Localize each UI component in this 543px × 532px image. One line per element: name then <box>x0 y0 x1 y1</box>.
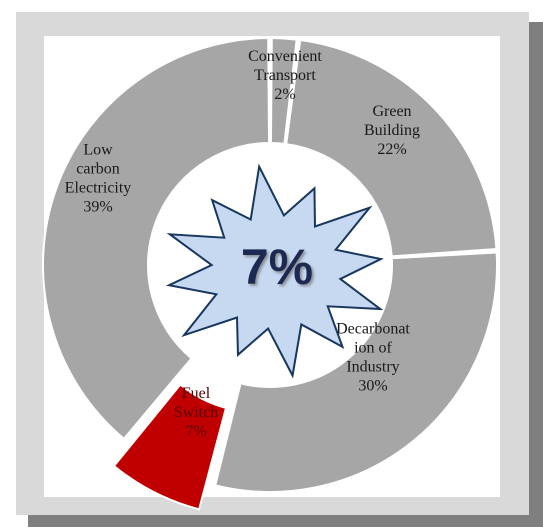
segment-label-line: Low <box>83 142 113 159</box>
segment-label-line: 30% <box>358 378 387 395</box>
donut-segment <box>269 36 298 145</box>
segment-label-line: Switch <box>174 404 218 421</box>
segment-label-line: ion of <box>354 340 392 357</box>
segment-label-line: Building <box>364 122 420 139</box>
segment-label-line: 22% <box>377 141 406 158</box>
segment-label-line: Fuel <box>182 385 211 402</box>
donut-segment <box>285 38 498 258</box>
segment-label-line: Decarbonat <box>336 321 410 338</box>
segment-label: Convenient Transport 2% <box>248 48 322 103</box>
segment-label-line: 39% <box>83 199 112 216</box>
segment-label: Green Building 22% <box>364 103 420 158</box>
segment-labels: Convenient Transport 2% Green Building 22% Dec… <box>65 48 420 440</box>
segment-label: Decarbonat ion of Industry 30% <box>336 321 410 395</box>
center-value: 7% <box>241 239 313 295</box>
segment-label-line: Industry <box>346 359 399 376</box>
donut-segment <box>214 251 498 493</box>
segment-label-line: Electricity <box>65 180 132 197</box>
starburst-shape <box>165 163 384 379</box>
segment-label-line: Transport <box>254 67 316 84</box>
donut-segments <box>42 36 498 511</box>
segment-label-line: 2% <box>274 86 295 103</box>
donut-segment <box>42 36 271 441</box>
segment-label-line: Green <box>372 103 411 120</box>
segment-label-line: carbon <box>76 161 120 178</box>
donut-segment <box>112 383 228 511</box>
segment-label-line: 7% <box>185 423 206 440</box>
segment-label-line: Convenient <box>248 48 322 65</box>
segment-label: Fuel Switch 7% <box>174 385 218 440</box>
segment-label: Low carbon Electricity 39% <box>65 142 132 216</box>
